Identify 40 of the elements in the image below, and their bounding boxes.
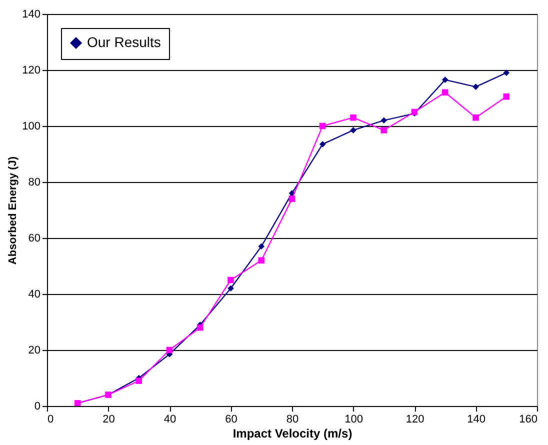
x-tick-label: 0 — [48, 414, 54, 426]
point — [136, 378, 142, 384]
x-axis-title: Impact Velocity (m/s) — [232, 426, 352, 440]
point — [442, 76, 448, 83]
point — [380, 127, 388, 134]
point — [380, 117, 388, 124]
point — [228, 276, 234, 284]
x-tick-label: 20 — [102, 414, 115, 426]
point — [196, 324, 204, 331]
point — [258, 243, 265, 250]
x-tick-label: 40 — [164, 414, 176, 426]
y-tick-label: 100 — [22, 120, 40, 132]
point — [319, 122, 326, 130]
y-tick-label: 80 — [28, 176, 40, 188]
x-tick-label: 160 — [519, 414, 538, 426]
point — [258, 257, 265, 264]
point — [350, 127, 356, 134]
point — [228, 285, 234, 292]
y-tick-label: 60 — [28, 232, 40, 244]
x-tick-label: 100 — [344, 414, 363, 426]
x-tick-label: 60 — [225, 414, 238, 426]
y-tick-label: 140 — [22, 8, 40, 20]
point — [166, 346, 173, 354]
y-tick-label: 0 — [34, 400, 40, 412]
point — [319, 141, 326, 148]
point — [442, 89, 448, 96]
y-tick-label: 40 — [28, 288, 40, 300]
y-tick-label: 120 — [22, 64, 40, 76]
y-axis-title: Absorbed Energy (J) — [7, 156, 20, 265]
point — [288, 196, 296, 202]
legend-label: Our Results — [87, 34, 161, 50]
x-tick-label: 120 — [406, 414, 424, 426]
point — [472, 114, 479, 121]
point — [472, 84, 479, 90]
point — [503, 93, 510, 100]
y-tick-label: 20 — [28, 344, 40, 356]
x-tick-label: 80 — [286, 414, 299, 426]
point — [350, 114, 356, 121]
point — [503, 70, 510, 76]
x-tick-label: 140 — [467, 414, 486, 426]
